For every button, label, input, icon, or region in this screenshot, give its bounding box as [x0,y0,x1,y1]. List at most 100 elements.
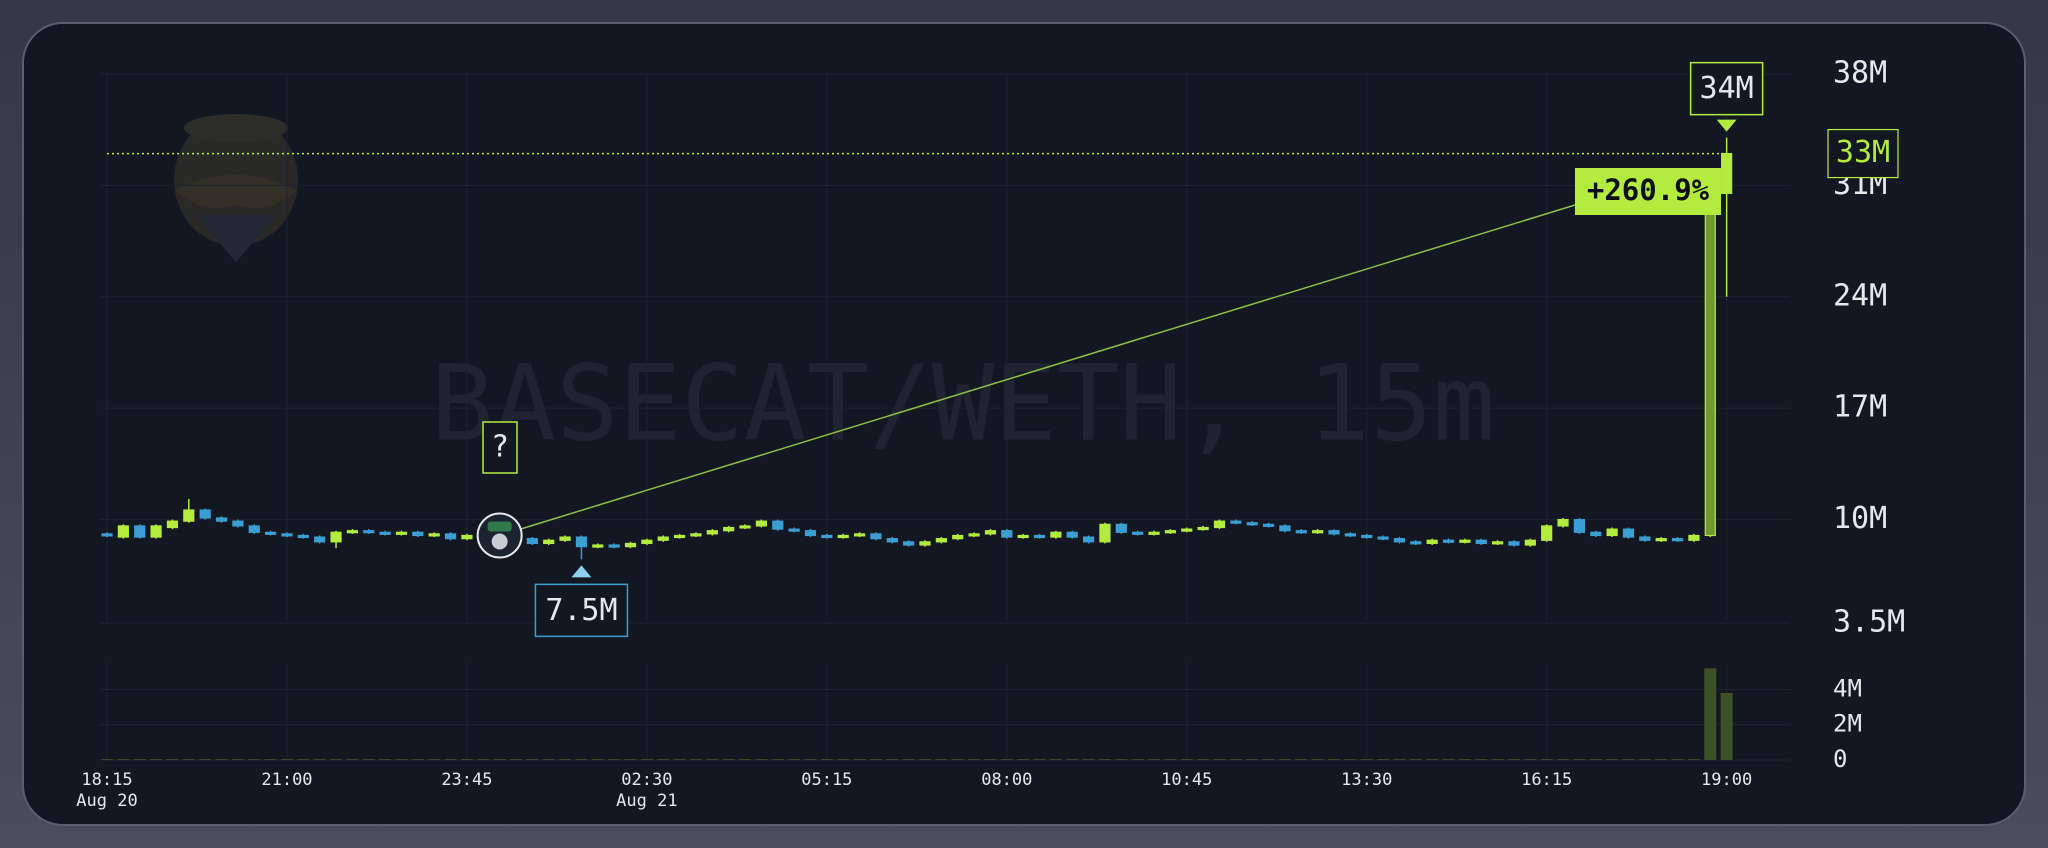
volume-bar [1213,759,1226,760]
candle-body [346,530,358,534]
volume-bar [1409,759,1422,760]
volume-bar [1360,759,1373,760]
volume-bar [1262,759,1275,760]
change-label: +260.9% [1587,173,1710,207]
candle-body [1557,518,1569,527]
candle-body [1393,538,1406,543]
volume-bar [395,759,408,760]
x-tick-label: 13:30 [1341,770,1392,790]
token-icon-detail [487,521,512,532]
volume-bar [150,759,163,760]
candle-body [1132,531,1144,535]
volume-bar [608,759,621,760]
volume-bar [117,759,130,760]
candle-body [984,530,997,535]
candle-body [150,525,162,538]
volume-bar [493,759,506,760]
candle-body [886,538,898,543]
volume-bar [1017,759,1030,760]
x-tick-label: 19:00 [1701,770,1752,790]
volume-bar [788,759,801,760]
volume-bar [1098,759,1111,760]
candle-body [723,526,735,532]
candle-body [379,531,391,535]
candle-body [1148,531,1160,535]
volume-tick-label: 4M [1833,674,1862,702]
volume-bar [477,759,490,760]
candle-body [1066,531,1078,538]
candle-body [1099,523,1111,543]
candle-body [248,525,260,533]
volume-bar [820,759,833,760]
low-label: 7.5M [545,593,617,628]
volume-bar [444,759,457,760]
candle-body [968,533,980,537]
question-label: ? [491,430,509,465]
candle-body [673,534,686,539]
volume-bar [1687,759,1700,760]
volume-bar [1606,759,1619,760]
candle-body [101,533,113,537]
volume-bar [1475,759,1488,760]
candle-body [166,520,179,529]
x-tick-label: 23:45 [441,770,492,790]
candle-body [1524,539,1536,546]
candle-body [1655,538,1667,542]
candle-body [1590,531,1602,537]
candle-body [788,528,800,532]
volume-bar [771,759,784,760]
volume-bar [231,759,244,760]
volume-bar [1704,668,1717,760]
volume-bar [1049,759,1062,760]
candle-body [232,520,244,527]
volume-bar [919,759,931,760]
high-marker [1716,119,1737,132]
volume-bar [1229,759,1242,760]
candle-body [314,536,326,543]
candle-body [1033,534,1046,539]
volume-bar [1557,759,1570,760]
candle-body [1050,531,1062,538]
candle-body [772,520,784,530]
candle-body [1361,534,1373,539]
volume-bar [837,759,850,760]
volume-bar [460,759,473,760]
candle-body [821,534,833,539]
volume-bar [1622,759,1635,760]
candle-body [657,536,669,541]
candle-body [559,536,571,541]
candle-body [1410,541,1422,545]
x-tick-date: Aug 20 [76,791,137,811]
candle-body [1491,541,1504,545]
candle-body [804,530,817,537]
candle-body [870,533,882,540]
volume-bar [379,759,392,760]
measure-line [499,204,1576,537]
volume-bar [1655,759,1668,760]
volume-tick-label: 0 [1833,745,1847,773]
volume-bar [248,759,261,760]
candle-body [690,533,702,537]
candle-body [1606,528,1618,537]
candle-body [1017,534,1029,539]
candle-body [183,509,195,522]
volume-bar [1278,759,1291,760]
y-tick-label: 10M [1833,501,1887,536]
y-tick-label: 24M [1833,278,1887,313]
volume-bar [1115,759,1128,760]
candle-body [919,541,931,546]
volume-bar [215,759,228,760]
candle-body [1295,530,1307,534]
candle-body [1426,539,1438,545]
volume-bar [706,759,719,760]
candle-body [1262,523,1275,527]
volume-bar [869,759,882,760]
candle-body [1721,152,1733,194]
volume-bar [591,759,604,760]
candle-body [1279,525,1291,532]
candle-body [592,544,604,548]
volume-bar [984,759,997,760]
volume-bar [1328,759,1340,760]
